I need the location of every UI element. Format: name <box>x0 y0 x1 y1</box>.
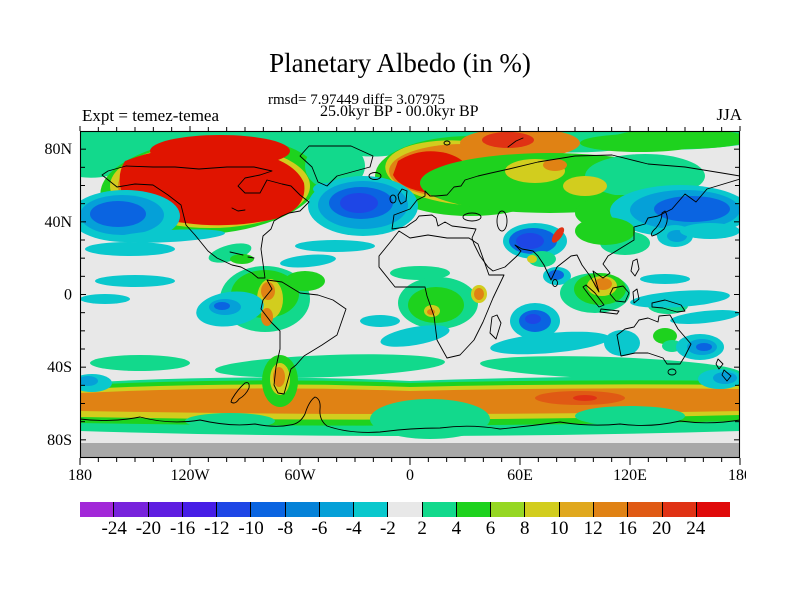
colorbar-label: -16 <box>169 518 196 539</box>
colorbar-segment <box>661 502 696 517</box>
colorbar-segment <box>216 502 251 517</box>
rmsd-diff-stats: rmsd= 7.97449 diff= 3.07975 <box>268 92 446 108</box>
axis-tick-label: 0 <box>64 287 72 304</box>
colorbar-segment <box>592 502 628 517</box>
colorbar-segment <box>455 502 491 517</box>
colorbar-segment <box>524 502 559 517</box>
axis-tick-label: 60W <box>284 467 316 480</box>
albedo-map: 180 120W 60W 0 60E 120E 180 80N 40N 0 40S 80S <box>44 126 746 480</box>
colorbar-segment <box>113 502 148 517</box>
axis-tick-label: 40S <box>47 359 72 376</box>
season-label: JJA <box>716 105 742 124</box>
colorbar-segment <box>250 502 285 517</box>
colorbar-label: 12 <box>583 518 603 539</box>
axis-tick-label: 0 <box>406 467 414 480</box>
colorbar-label: 6 <box>485 518 496 539</box>
colorbar-segment <box>353 502 388 517</box>
colorbar-segment <box>695 502 731 517</box>
colorbar-label: 4 <box>451 518 462 539</box>
colorbar-label: 2 <box>417 518 427 539</box>
experiment-label: Expt = temez-temea <box>82 106 220 125</box>
colorbar-label: -12 <box>204 518 230 539</box>
period-subtitle: 25.0kyr BP - 00.0kyr BP <box>320 103 479 120</box>
colorbar-segment <box>627 502 662 517</box>
colorbar <box>80 502 731 517</box>
colorbar-label: -4 <box>345 518 362 539</box>
axis-tick-label: 120W <box>170 467 210 480</box>
colorbar-label: -24 <box>101 518 127 539</box>
axis-tick-label: 80N <box>44 141 72 158</box>
chart-title: Planetary Albedo (in %) <box>269 48 531 78</box>
axis-tick-label: 180 <box>68 467 92 480</box>
map-frame <box>79 130 741 459</box>
colorbar-label: 24 <box>686 518 706 539</box>
colorbar-labels: -24 -20 -16 -12 -10 -8 -6 -4 -2 2 4 6 8 10 12 16 20 24 <box>80 518 730 544</box>
colorbar-segment <box>558 502 593 517</box>
colorbar-segment <box>387 502 422 517</box>
colorbar-label: 8 <box>519 518 530 539</box>
colorbar-label: -2 <box>379 518 396 539</box>
axis-tick-label: 60E <box>507 467 533 480</box>
colorbar-label: -8 <box>277 518 294 539</box>
colorbar-segment <box>421 502 456 517</box>
colorbar-label: 16 <box>617 518 637 539</box>
axis-tick-label: 120E <box>613 467 647 480</box>
axis-tick-label: 80S <box>47 432 72 449</box>
colorbar-segment <box>80 502 114 517</box>
colorbar-segment <box>147 502 182 517</box>
colorbar-segment <box>490 502 525 517</box>
axis-ticks <box>79 126 741 465</box>
colorbar-label: 20 <box>652 518 672 539</box>
colorbar-label: -6 <box>311 518 328 539</box>
colorbar-label: 10 <box>549 518 569 539</box>
colorbar-segment <box>318 502 354 517</box>
colorbar-segment <box>181 502 217 517</box>
colorbar-segment <box>284 502 319 517</box>
axis-tick-labels: 180 120W 60W 0 60E 120E 180 80N 40N 0 40S 80S <box>44 141 746 480</box>
axis-tick-label: 180 <box>728 467 746 480</box>
contour-field <box>80 131 740 458</box>
colorbar-label: -10 <box>238 518 264 539</box>
axis-tick-label: 40N <box>44 214 72 231</box>
colorbar-label: -20 <box>135 518 162 539</box>
coastlines <box>80 137 740 433</box>
